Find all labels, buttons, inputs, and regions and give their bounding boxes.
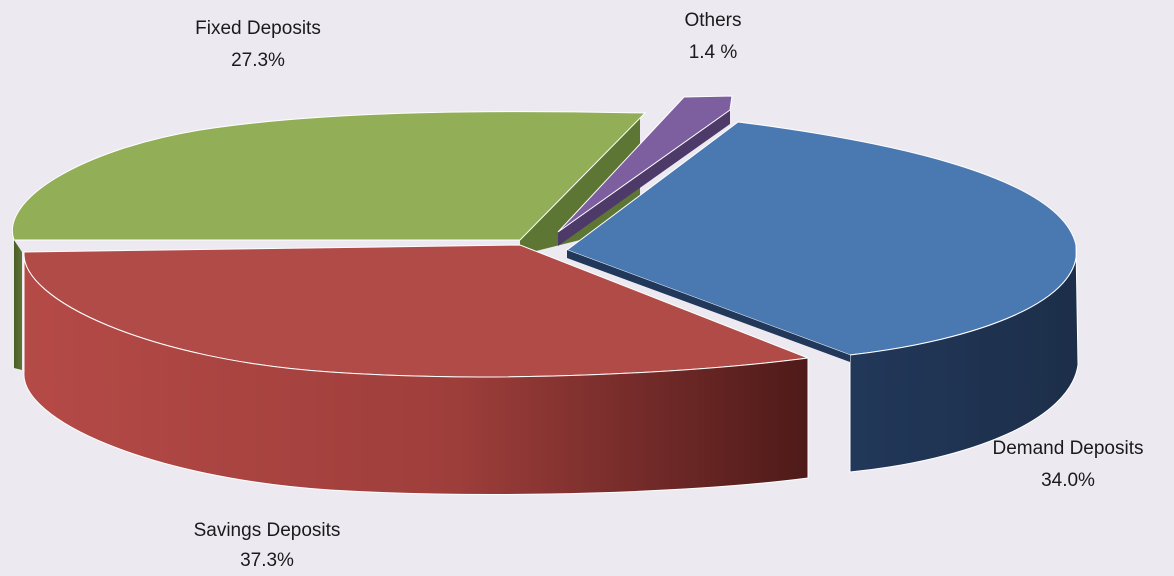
- fixed-deposits-side: [14, 240, 22, 370]
- slice-labels: Fixed Deposits 27.3% Others 1.4 % Demand…: [194, 10, 1144, 571]
- label-fixed-deposits-name: Fixed Deposits: [195, 18, 321, 39]
- demand-deposits-cut-side: [567, 250, 850, 362]
- slice-fixed-deposits: [11, 111, 647, 241]
- label-others-value: 1.4 %: [689, 42, 738, 63]
- label-savings-deposits-value: 37.3%: [240, 550, 294, 571]
- others-side: [558, 110, 730, 246]
- savings-deposits-side: [23, 251, 809, 495]
- label-others-name: Others: [684, 10, 741, 31]
- slice-others: [557, 95, 733, 233]
- label-fixed-deposits-value: 27.3%: [231, 50, 285, 71]
- label-savings-deposits-name: Savings Deposits: [194, 520, 341, 541]
- side-walls-front: [23, 244, 1079, 495]
- top-faces: [11, 95, 1077, 378]
- label-demand-deposits-value: 34.0%: [1041, 470, 1095, 491]
- label-demand-deposits-name: Demand Deposits: [992, 438, 1143, 459]
- demand-deposits-side: [849, 244, 1079, 473]
